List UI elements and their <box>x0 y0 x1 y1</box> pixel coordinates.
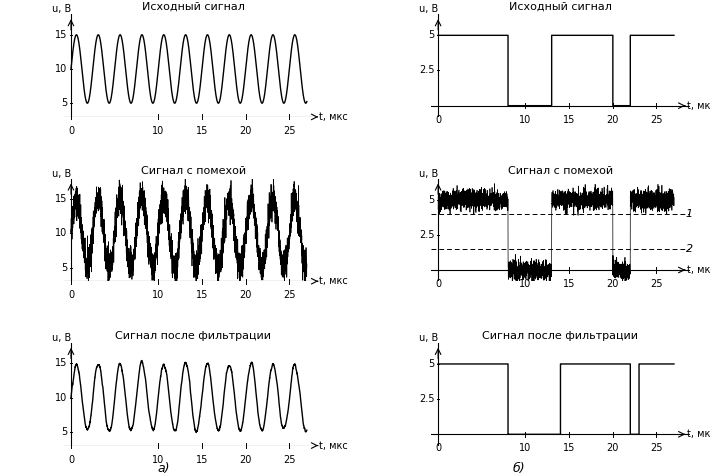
Text: t, мкс: t, мкс <box>687 429 711 439</box>
Text: t, мкс: t, мкс <box>319 276 348 286</box>
Text: 2.5: 2.5 <box>419 65 434 75</box>
Text: 10: 10 <box>55 392 68 402</box>
Text: 0: 0 <box>68 126 74 136</box>
Text: u, В: u, В <box>419 333 438 343</box>
Text: 15: 15 <box>196 290 208 300</box>
Text: 2.5: 2.5 <box>419 230 434 240</box>
Title: Исходный сигнал: Исходный сигнал <box>141 2 245 12</box>
Text: 15: 15 <box>196 126 208 136</box>
Text: t, мкс: t, мкс <box>687 100 711 110</box>
Text: u, В: u, В <box>419 4 438 14</box>
Title: Сигнал с помехой: Сигнал с помехой <box>508 166 613 176</box>
Text: 5: 5 <box>428 359 434 369</box>
Text: 10: 10 <box>55 64 68 74</box>
Text: 5: 5 <box>61 98 68 108</box>
Text: 10: 10 <box>519 279 532 289</box>
Text: 20: 20 <box>606 443 619 453</box>
Text: 15: 15 <box>563 279 575 289</box>
Text: t, мкс: t, мкс <box>319 440 348 451</box>
Title: Исходный сигнал: Исходный сигнал <box>509 2 612 12</box>
Title: Сигнал после фильтрации: Сигнал после фильтрации <box>115 331 272 341</box>
Text: 0: 0 <box>435 443 441 453</box>
Text: 0: 0 <box>435 279 441 289</box>
Text: u, В: u, В <box>52 169 71 179</box>
Text: 5: 5 <box>428 195 434 205</box>
Text: t, мкс: t, мкс <box>687 265 711 275</box>
Text: 25: 25 <box>651 279 663 289</box>
Text: 2.5: 2.5 <box>419 394 434 404</box>
Text: u, В: u, В <box>419 169 438 179</box>
Text: 0: 0 <box>68 455 74 465</box>
Text: а): а) <box>157 462 170 474</box>
Text: 15: 15 <box>55 30 68 40</box>
Text: 15: 15 <box>563 115 575 125</box>
Text: 20: 20 <box>606 279 619 289</box>
Text: 10: 10 <box>152 126 164 136</box>
Text: 5: 5 <box>428 30 434 40</box>
Text: 20: 20 <box>240 126 252 136</box>
Text: 1: 1 <box>685 209 693 219</box>
Text: 25: 25 <box>283 126 296 136</box>
Text: 0: 0 <box>435 115 441 125</box>
Text: 25: 25 <box>283 455 296 465</box>
Text: 15: 15 <box>55 358 68 368</box>
Text: 15: 15 <box>563 443 575 453</box>
Text: u, В: u, В <box>52 333 71 343</box>
Text: 20: 20 <box>240 290 252 300</box>
Title: Сигнал после фильтрации: Сигнал после фильтрации <box>482 331 638 341</box>
Text: 2: 2 <box>685 244 693 254</box>
Text: 5: 5 <box>61 263 68 273</box>
Text: б): б) <box>513 462 525 474</box>
Text: 25: 25 <box>651 443 663 453</box>
Text: u, В: u, В <box>52 4 71 14</box>
Text: 20: 20 <box>240 455 252 465</box>
Text: 25: 25 <box>283 290 296 300</box>
Text: 10: 10 <box>152 290 164 300</box>
Text: 20: 20 <box>606 115 619 125</box>
Text: 0: 0 <box>68 290 74 300</box>
Title: Сигнал с помехой: Сигнал с помехой <box>141 166 246 176</box>
Text: 10: 10 <box>519 115 532 125</box>
Text: 10: 10 <box>152 455 164 465</box>
Text: 10: 10 <box>55 228 68 238</box>
Text: 10: 10 <box>519 443 532 453</box>
Text: 15: 15 <box>196 455 208 465</box>
Text: 15: 15 <box>55 194 68 204</box>
Text: 25: 25 <box>651 115 663 125</box>
Text: 5: 5 <box>61 427 68 437</box>
Text: t, мкс: t, мкс <box>319 112 348 122</box>
